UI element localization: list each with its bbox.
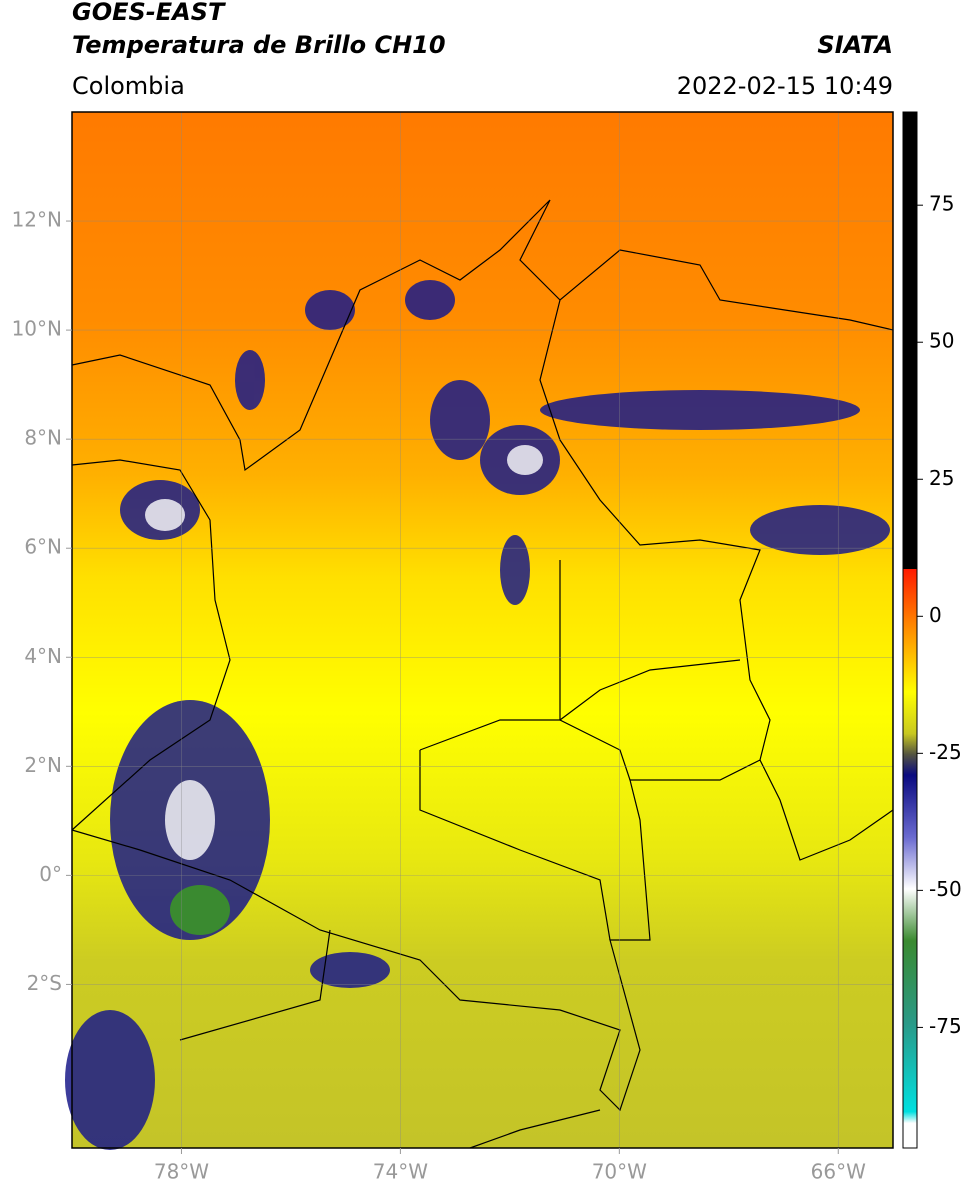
grid — [72, 112, 893, 1148]
map — [65, 111, 894, 1150]
y-tick-label: 2°N — [24, 753, 62, 777]
colorbar-tick-label: -75 — [929, 1014, 962, 1038]
x-tick-label: 78°W — [154, 1160, 209, 1184]
y-tick-label: 0° — [39, 862, 62, 886]
colorbar-tick-label: 0 — [929, 603, 942, 627]
map-background — [72, 112, 893, 1148]
y-tick-label: 8°N — [24, 426, 62, 450]
y-tick-label: 10°N — [12, 317, 62, 341]
y-tick-label: 2°S — [27, 971, 62, 995]
very-cold-top — [170, 885, 230, 935]
x-tick-label: 66°W — [811, 1160, 866, 1184]
colorbar-tick-label: 50 — [929, 329, 954, 353]
x-tick-label: 70°W — [592, 1160, 647, 1184]
timestamp: 2022-02-15 10:49 — [677, 72, 893, 100]
cold-tops — [145, 445, 543, 860]
colorbar-tick-label: 75 — [929, 192, 954, 216]
borders — [71, 199, 894, 1149]
colorbar — [902, 111, 918, 1149]
subtitle: Temperatura de Brillo CH10 — [72, 31, 446, 59]
map-frame — [71, 111, 894, 1149]
source: SIATA — [817, 31, 893, 59]
x-tick-label: 74°W — [373, 1160, 428, 1184]
y-tick-label: 6°N — [24, 535, 62, 559]
colorbar-tick-label: 25 — [929, 466, 954, 490]
region: Colombia — [72, 72, 185, 100]
colorbar-ramp — [902, 111, 918, 1149]
colorbar-tick-label: -25 — [929, 740, 962, 764]
y-tick-label: 12°N — [12, 208, 62, 232]
colorbar-tick-label: -50 — [929, 877, 962, 901]
title: GOES-EAST — [72, 0, 226, 26]
y-tick-label: 4°N — [24, 644, 62, 668]
